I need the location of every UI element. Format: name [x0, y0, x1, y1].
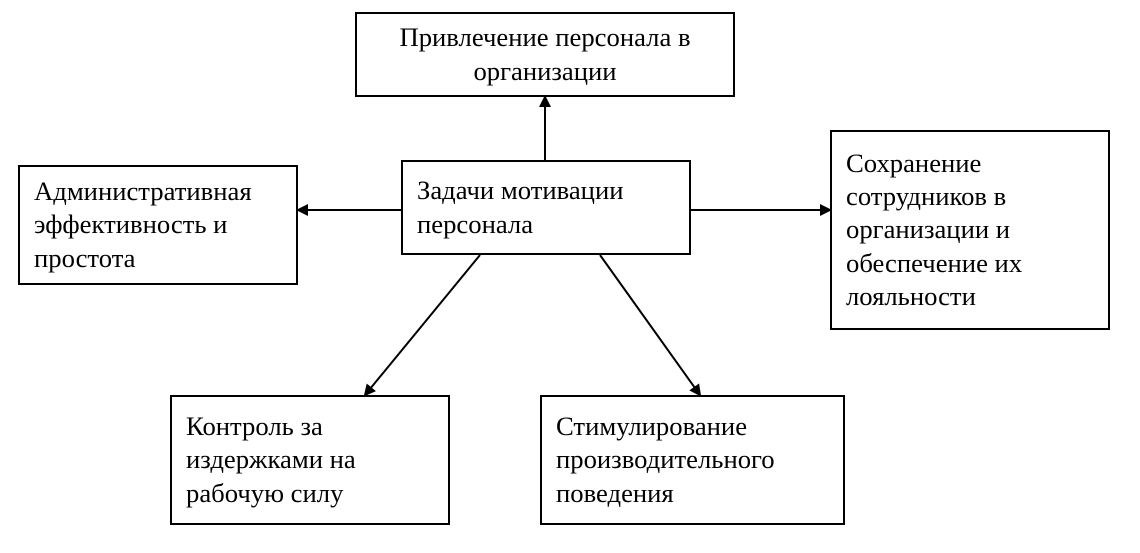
diagram-canvas: Задачи мотивации персонала Привлечение п… [0, 0, 1140, 553]
node-center-label: Задачи мотивации персонала [417, 174, 675, 241]
node-bottom-right-label: Стимулирование производительного поведен… [556, 410, 829, 510]
edge-center-to-bottomLeft [365, 255, 480, 395]
node-center: Задачи мотивации персонала [401, 160, 691, 255]
node-bottom-right: Стимулирование производительного поведен… [540, 395, 845, 525]
edge-center-to-bottomRight [600, 255, 700, 395]
node-left-label: Административная эффективность и простот… [34, 175, 282, 275]
node-top: Привлечение персонала в организации [355, 12, 735, 97]
node-bottom-left-label: Контроль за издержками на рабочую силу [186, 410, 434, 510]
node-bottom-left: Контроль за издержками на рабочую силу [170, 395, 450, 525]
node-left: Административная эффективность и простот… [18, 165, 298, 285]
node-top-label: Привлечение персонала в организации [371, 21, 719, 88]
node-right: Сохранение сотрудников в организации и о… [830, 130, 1110, 330]
node-right-label: Сохранение сотрудников в организации и о… [846, 147, 1094, 314]
